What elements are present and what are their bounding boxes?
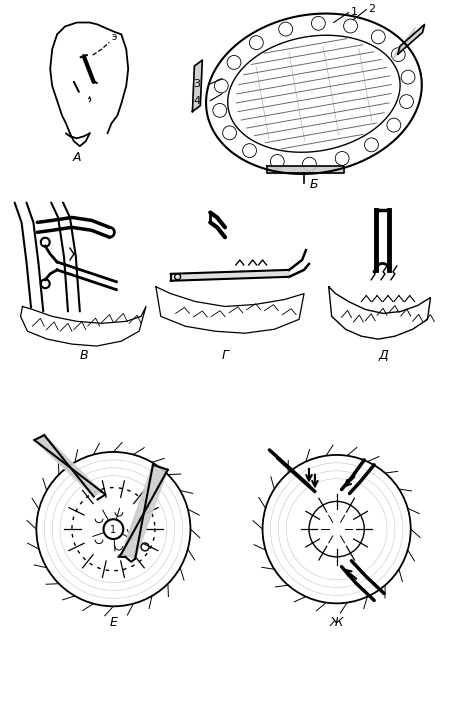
- Polygon shape: [20, 306, 146, 346]
- Polygon shape: [156, 287, 304, 333]
- Polygon shape: [171, 270, 289, 281]
- Text: 1: 1: [111, 525, 116, 535]
- Text: Д: Д: [378, 349, 388, 362]
- Polygon shape: [34, 435, 101, 496]
- Text: Е: Е: [110, 616, 117, 629]
- Text: Г: Г: [222, 349, 228, 362]
- Polygon shape: [398, 24, 424, 54]
- Text: 3: 3: [193, 79, 200, 89]
- Text: А: А: [72, 151, 81, 164]
- Circle shape: [104, 519, 123, 539]
- Polygon shape: [393, 28, 416, 59]
- Text: Б: Б: [309, 178, 318, 191]
- Text: 1: 1: [351, 6, 357, 16]
- Text: В: В: [79, 349, 88, 362]
- Circle shape: [309, 501, 364, 557]
- Polygon shape: [121, 465, 168, 559]
- Text: 4: 4: [193, 95, 200, 105]
- Polygon shape: [267, 166, 343, 173]
- Text: 2: 2: [368, 4, 376, 14]
- Text: э: э: [111, 32, 117, 42]
- Text: Ж: Ж: [330, 616, 343, 629]
- Polygon shape: [193, 60, 202, 112]
- Polygon shape: [329, 287, 430, 339]
